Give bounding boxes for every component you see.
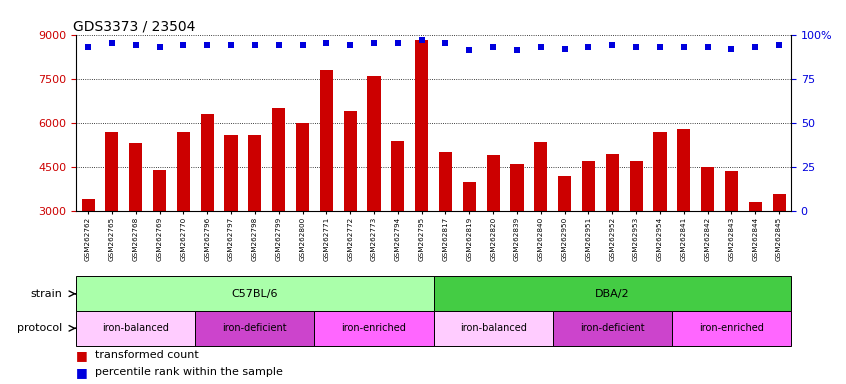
Point [700, 44, 714, 50]
Bar [81, 199, 95, 211]
Bar [296, 123, 309, 211]
Point [201, 42, 214, 48]
Bar [315, 311, 434, 346]
Point [534, 44, 547, 50]
Point [677, 44, 690, 50]
Point [749, 44, 762, 50]
Bar [249, 135, 261, 211]
Bar [678, 129, 690, 211]
Point [105, 40, 118, 46]
Text: iron-balanced: iron-balanced [102, 323, 169, 333]
Bar [749, 202, 761, 211]
Bar [582, 161, 595, 211]
Bar [439, 152, 452, 211]
Point [629, 44, 643, 50]
Text: protocol: protocol [17, 323, 62, 333]
Text: DBA/2: DBA/2 [595, 289, 629, 299]
Bar [415, 40, 428, 211]
Point [606, 42, 619, 48]
Text: ■: ■ [76, 349, 92, 362]
Bar [153, 170, 166, 211]
Bar [653, 132, 667, 211]
Point [558, 46, 571, 52]
Bar [535, 142, 547, 211]
Point [224, 42, 238, 48]
Bar [701, 167, 714, 211]
Text: iron-deficient: iron-deficient [580, 323, 645, 333]
Text: percentile rank within the sample: percentile rank within the sample [95, 367, 283, 377]
Point [463, 47, 476, 53]
Point [320, 40, 333, 46]
Text: iron-enriched: iron-enriched [699, 323, 764, 333]
Text: ■: ■ [76, 366, 92, 379]
Bar [672, 311, 791, 346]
Bar [558, 176, 571, 211]
Point [343, 42, 357, 48]
Bar [320, 70, 332, 211]
Bar [201, 114, 214, 211]
Point [439, 40, 453, 46]
Text: iron-balanced: iron-balanced [459, 323, 526, 333]
Point [582, 44, 596, 50]
Point [391, 40, 404, 46]
Text: transformed count: transformed count [95, 350, 199, 360]
Bar [177, 132, 190, 211]
Point [725, 46, 739, 52]
Bar [552, 311, 672, 346]
Text: iron-enriched: iron-enriched [342, 323, 406, 333]
Point [486, 44, 500, 50]
Bar [606, 154, 618, 211]
Bar [434, 276, 791, 311]
Bar [510, 164, 524, 211]
Point [248, 42, 261, 48]
Text: C57BL/6: C57BL/6 [232, 289, 278, 299]
Point [177, 42, 190, 48]
Text: strain: strain [30, 289, 62, 299]
Point [153, 44, 167, 50]
Bar [106, 132, 118, 211]
Point [272, 42, 285, 48]
Bar [434, 311, 552, 346]
Point [367, 40, 381, 46]
Bar [76, 311, 195, 346]
Bar [367, 76, 381, 211]
Bar [343, 111, 357, 211]
Bar [772, 194, 786, 211]
Point [81, 44, 95, 50]
Bar [272, 108, 285, 211]
Bar [129, 144, 142, 211]
Point [772, 42, 786, 48]
Point [129, 42, 142, 48]
Bar [486, 155, 500, 211]
Text: GDS3373 / 23504: GDS3373 / 23504 [73, 20, 195, 33]
Bar [76, 276, 433, 311]
Bar [224, 135, 238, 211]
Bar [725, 172, 738, 211]
Bar [629, 161, 643, 211]
Text: iron-deficient: iron-deficient [222, 323, 287, 333]
Bar [195, 311, 315, 346]
Point [510, 47, 524, 53]
Point [415, 37, 428, 43]
Bar [463, 182, 475, 211]
Point [653, 44, 667, 50]
Bar [392, 141, 404, 211]
Point [296, 42, 310, 48]
